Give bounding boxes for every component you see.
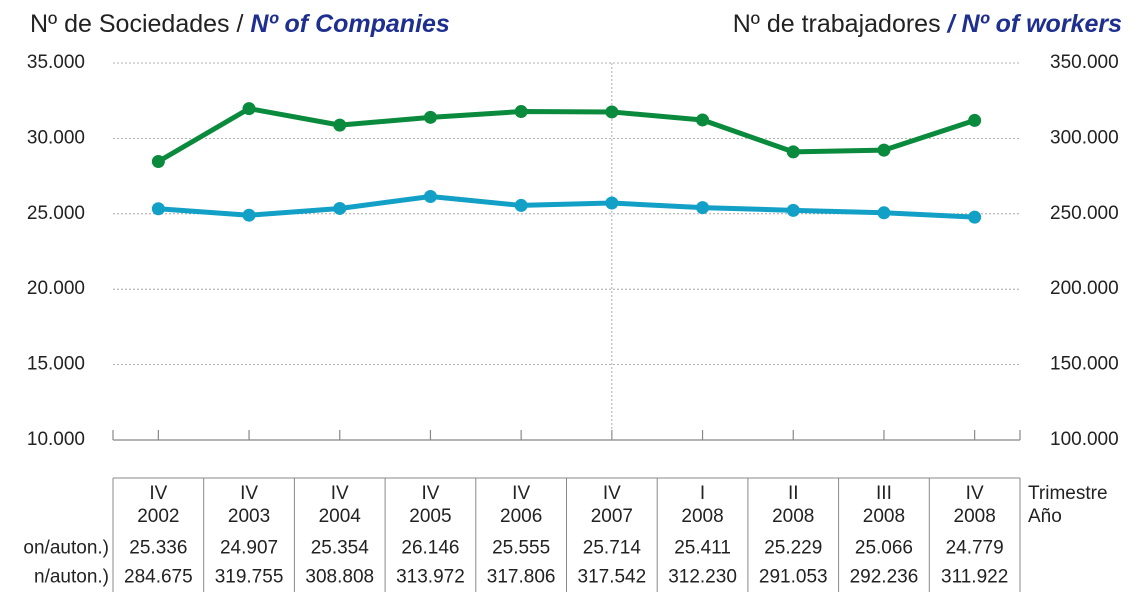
data-label: 25.714 [583, 538, 642, 559]
data-point [968, 113, 982, 127]
category-year: 2003 [228, 506, 270, 527]
category-quarter: I [700, 483, 705, 504]
category-year: 2004 [319, 506, 362, 527]
y2-tick-label: 300.000 [1050, 127, 1119, 148]
y2-title-es: Nº de trabajadores [733, 10, 941, 38]
category-quarter: III [876, 483, 892, 504]
category-year: 2008 [681, 506, 723, 527]
y-tick-label: 15.000 [27, 354, 85, 375]
data-label: 25.336 [129, 538, 187, 559]
data-label: 312.230 [668, 567, 737, 588]
series-row-label: on/auton.) [23, 538, 109, 559]
category-quarter: IV [421, 483, 439, 504]
data-label: 284.675 [124, 567, 193, 588]
category-year: 2007 [591, 506, 633, 527]
data-point [968, 210, 982, 224]
data-label: 291.053 [759, 567, 828, 588]
data-label: 319.755 [215, 567, 284, 588]
data-point [786, 203, 800, 217]
y-title-en: Nº of Companies [250, 10, 450, 38]
y-tick-label: 30.000 [27, 127, 85, 148]
data-point [151, 202, 165, 216]
category-quarter: IV [966, 483, 984, 504]
y2-tick-label: 100.000 [1050, 429, 1119, 450]
data-point [514, 105, 528, 119]
y2-tick-label: 250.000 [1050, 203, 1119, 224]
data-label: 311.922 [941, 567, 1008, 588]
series-line [158, 194, 975, 220]
series-row-label: n/auton.) [34, 567, 109, 588]
y-tick-label: 35.000 [27, 52, 85, 73]
category-year: 2008 [863, 506, 905, 527]
category-quarter: IV [512, 483, 530, 504]
y-axis-title: Nº de Sociedades / Nº of Companies [30, 10, 450, 38]
data-point [333, 118, 347, 132]
y2-axis-title: Nº de trabajadores / Nº of workers [733, 10, 1122, 38]
series-line [157, 106, 976, 164]
category-year: 2005 [409, 506, 451, 527]
data-point [514, 198, 528, 212]
data-point [696, 113, 710, 127]
data-point [877, 143, 891, 157]
data-label: 292.236 [850, 567, 919, 588]
data-label: 26.146 [401, 538, 459, 559]
category-quarter: IV [149, 483, 167, 504]
y2-tick-label: 350.000 [1050, 52, 1119, 73]
data-label: 24.779 [946, 538, 1004, 559]
data-point [877, 206, 891, 220]
data-point [605, 196, 619, 210]
data-point [605, 105, 619, 119]
y-tick-label: 25.000 [27, 203, 85, 224]
data-label: 25.411 [674, 538, 731, 559]
data-label: 24.907 [220, 538, 278, 559]
data-point [786, 145, 800, 159]
category-quarter: IV [603, 483, 621, 504]
data-point [151, 155, 165, 169]
y-tick-label: 10.000 [27, 429, 85, 450]
category-year: 2006 [500, 506, 542, 527]
y2-title-en: / Nº of workers [947, 10, 1123, 38]
y2-tick-label: 150.000 [1050, 354, 1119, 375]
category-year: 2008 [772, 506, 814, 527]
y-title-es: Nº de Sociedades / [30, 10, 243, 38]
data-label: 308.808 [305, 567, 374, 588]
data-label: 313.972 [396, 567, 465, 588]
category-year: 2008 [954, 506, 996, 527]
data-point [696, 201, 710, 215]
data-point [333, 201, 347, 215]
data-label: 317.542 [578, 567, 647, 588]
data-point [423, 190, 437, 204]
category-quarter: IV [331, 483, 349, 504]
data-label: 317.806 [487, 567, 556, 588]
data-label: 25.229 [764, 538, 822, 559]
data-label: 25.066 [855, 538, 913, 559]
y-tick-label: 20.000 [27, 278, 85, 299]
data-point [242, 102, 256, 116]
category-quarter: IV [240, 483, 258, 504]
data-point [423, 110, 437, 124]
row-label: Año [1028, 506, 1062, 527]
category-year: 2002 [137, 506, 179, 527]
data-point [242, 208, 256, 222]
category-quarter: II [788, 483, 799, 504]
data-label: 25.555 [492, 538, 550, 559]
row-label: Trimestre [1028, 483, 1108, 504]
y2-tick-label: 200.000 [1050, 278, 1119, 299]
data-label: 25.354 [311, 538, 370, 559]
